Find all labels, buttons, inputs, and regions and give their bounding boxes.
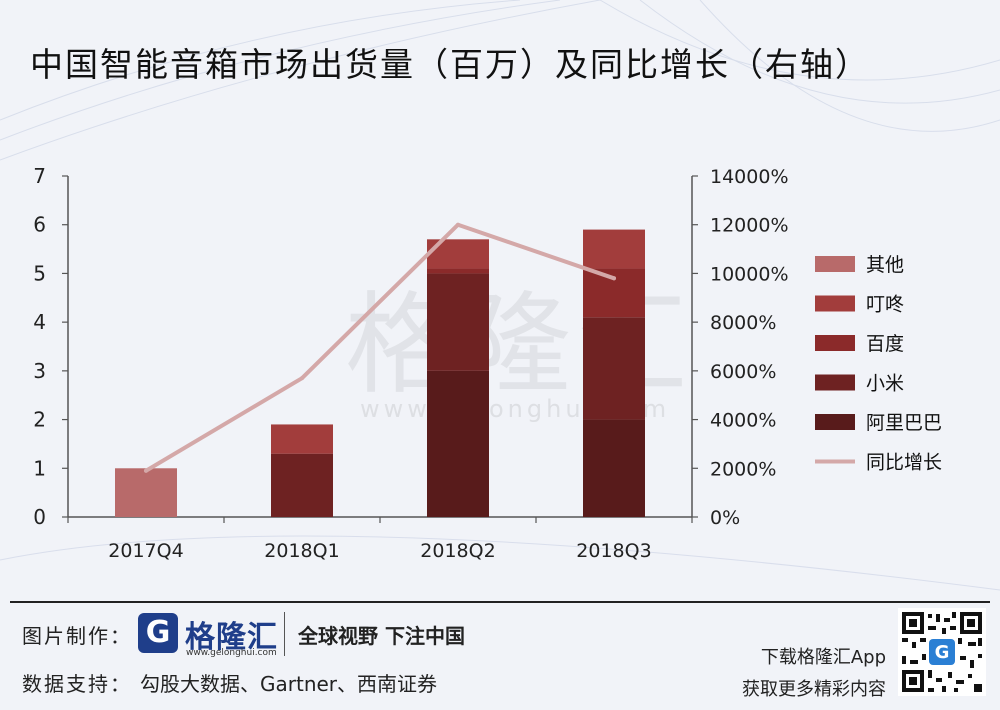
legend-label: 叮咚 [866, 294, 904, 316]
y-tick-label: 0 [33, 505, 46, 529]
legend-swatch [815, 374, 855, 391]
data-source-label: 数据支持： [22, 672, 132, 696]
legend-label: 同比增长 [866, 452, 942, 474]
legend-label: 小米 [866, 373, 904, 395]
y2-tick-label: 10000% [710, 263, 789, 285]
data-source-value: 勾股大数据、Gartner、西南证券 [140, 672, 438, 696]
y2-tick-label: 0% [710, 507, 740, 529]
y-tick-label: 7 [33, 164, 46, 188]
chart-title: 中国智能音箱市场出货量（百万）及同比增长（右轴） [30, 45, 870, 84]
legend-label: 其他 [866, 254, 904, 276]
qr-code-icon[interactable]: G [898, 608, 986, 696]
bar-segment [271, 424, 333, 454]
legend-swatch [815, 414, 855, 430]
legend-swatch [815, 256, 855, 272]
y2-tick-label: 4000% [710, 410, 776, 432]
app-promo-text: 获取更多精彩内容 [742, 679, 886, 700]
logo-divider [284, 612, 285, 656]
x-tick-label: 2017Q4 [108, 540, 183, 562]
legend-swatch [815, 335, 855, 351]
bar-segment [583, 268, 645, 318]
bar-segment [427, 268, 489, 274]
chart: 0 1 2 3 4 5 6 7 0% 2000% 4000% 6000% 8000% 10000% 1200… [33, 164, 942, 562]
gelonghui-logo-icon: G [138, 613, 178, 653]
slogan: 全球视野 下注中国 [298, 624, 465, 648]
x-tick-label: 2018Q2 [420, 540, 495, 562]
data-source-credit: 数据支持： 勾股大数据、Gartner、西南证券 [22, 668, 437, 697]
legend-label: 百度 [866, 333, 904, 355]
y2-tick-label: 8000% [710, 312, 776, 334]
y2-tick-label: 12000% [710, 215, 789, 237]
legend-label: 阿里巴巴 [866, 412, 942, 434]
growth-point [456, 222, 460, 227]
bar-segment [271, 453, 333, 517]
logo-brand-name: 格隆汇 [185, 620, 278, 655]
bar-segment [427, 273, 489, 371]
growth-point [300, 376, 304, 381]
y-tick-label: 6 [33, 213, 46, 237]
bar-segment [115, 468, 177, 517]
y-tick-label: 4 [33, 310, 46, 334]
y2-tick-label: 2000% [710, 458, 776, 480]
logo-url: www.gelonghui.com [186, 648, 277, 658]
x-tick-label: 2018Q3 [576, 540, 651, 562]
y-tick-label: 2 [33, 408, 46, 432]
growth-point [612, 276, 616, 281]
y2-tick-label: 14000% [710, 166, 789, 188]
y-tick-label: 5 [33, 261, 46, 285]
bar-segment [583, 229, 645, 269]
footer-divider [10, 601, 990, 603]
bar-segment [583, 419, 645, 517]
made-by-label: 图片制作： [22, 624, 132, 648]
x-tick-label: 2018Q1 [264, 540, 339, 562]
y-tick-label: 1 [33, 456, 46, 480]
growth-line [144, 222, 616, 473]
bar-segment [583, 317, 645, 420]
legend-swatch [815, 295, 855, 312]
y-tick-label: 3 [33, 359, 46, 383]
y2-tick-label: 6000% [710, 361, 776, 383]
svg-text:G: G [935, 642, 950, 663]
growth-point [144, 468, 148, 473]
made-by-credit: 图片制作： [22, 620, 132, 649]
app-download-text: 下载格隆汇App [760, 647, 886, 668]
bar-segment [427, 370, 489, 517]
